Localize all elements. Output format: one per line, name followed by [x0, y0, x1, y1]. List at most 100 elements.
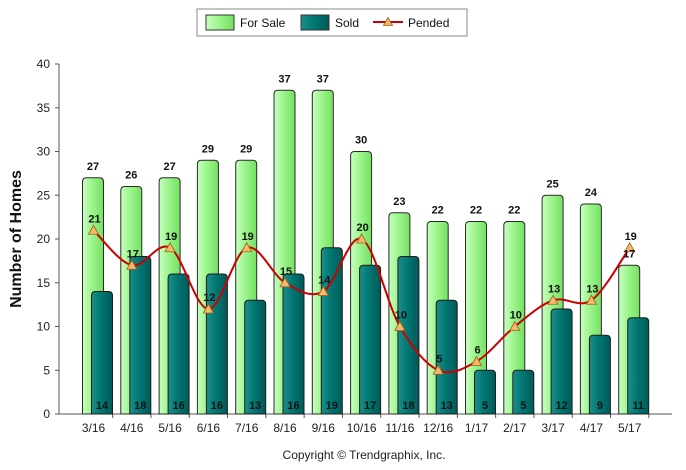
- x-tick-label: 3/17: [541, 421, 565, 435]
- data-label-for-sale: 30: [355, 135, 367, 147]
- bar-sold: [282, 273, 305, 415]
- pended-marker: [126, 259, 138, 270]
- pended-marker: [432, 364, 444, 375]
- x-tick-label: 4/16: [120, 421, 144, 435]
- data-label-for-sale: 26: [125, 170, 137, 182]
- pended-marker: [164, 241, 176, 253]
- y-tick-label: 35: [37, 101, 51, 115]
- bar-sold: [359, 264, 382, 415]
- x-tick-label: 7/16: [235, 421, 259, 435]
- data-label-for-sale: 23: [393, 196, 405, 208]
- labels-for-sale: 27 26 27 29 29 37 37 30 23 22 22 22 25 24 17: [87, 73, 635, 260]
- x-tick-label: 5/16: [158, 421, 182, 435]
- bar-sold: [550, 308, 573, 415]
- pended-marker: [624, 241, 636, 253]
- bar-sold: [474, 369, 496, 415]
- data-label-sold: 16: [287, 400, 299, 412]
- data-label-sold: 17: [364, 400, 376, 412]
- bar-sold: [244, 299, 267, 415]
- legend: For Sale Sold Pended: [196, 8, 468, 37]
- y-tick-label: 25: [37, 188, 51, 202]
- data-label-pended: 19: [242, 231, 254, 243]
- legend-marker-pended: [382, 16, 394, 26]
- data-label-sold: 5: [520, 400, 526, 412]
- pended-marker: [279, 276, 291, 288]
- labels-pended: 21 17 19 12 19 15 14 20 10 5 6 10 13 13 19: [88, 213, 636, 365]
- data-label-pended: 12: [203, 292, 215, 304]
- data-label-for-sale: 27: [87, 161, 99, 173]
- data-label-sold: 16: [172, 400, 184, 412]
- pended-marker: [202, 303, 215, 314]
- data-label-for-sale: 25: [546, 178, 558, 190]
- pended-series: [87, 224, 636, 375]
- data-label-pended: 6: [474, 345, 480, 357]
- x-tick-label: 8/16: [273, 421, 297, 435]
- data-label-sold: 19: [326, 400, 338, 412]
- x-tick-label: 2/17: [503, 421, 527, 435]
- data-label-for-sale: 22: [508, 205, 520, 217]
- bar-sold: [588, 334, 611, 415]
- bar-sold: [512, 369, 535, 415]
- y-ticks: 0 5 10 15 20 25 30 35 40: [37, 57, 59, 421]
- pended-marker: [241, 241, 253, 253]
- data-label-sold: 13: [249, 400, 261, 412]
- data-label-pended: 14: [318, 275, 331, 287]
- x-tick-label: 5/17: [618, 421, 642, 435]
- y-tick-label: 20: [37, 232, 51, 246]
- data-label-pended: 21: [88, 213, 100, 225]
- y-axis-label: Number of Homes: [8, 170, 25, 308]
- data-label-pended: 10: [510, 310, 522, 322]
- data-label-pended: 10: [395, 310, 407, 322]
- pended-marker: [470, 355, 483, 366]
- data-label-sold: 5: [482, 400, 488, 412]
- x-tick-label: 6/16: [197, 421, 221, 435]
- pended-marker: [87, 224, 100, 235]
- data-label-for-sale: 17: [623, 248, 635, 260]
- data-label-for-sale: 37: [317, 73, 329, 85]
- data-label-pended: 13: [548, 283, 560, 295]
- data-label-sold: 14: [96, 400, 109, 412]
- data-label-sold: 18: [402, 400, 414, 412]
- x-tick-label: 4/17: [580, 421, 604, 435]
- bar-sold: [129, 256, 152, 415]
- data-label-for-sale: 24: [585, 187, 598, 199]
- x-tick-label: 11/16: [385, 421, 414, 435]
- y-tick-label: 30: [37, 145, 51, 159]
- y-tick-label: 0: [43, 407, 50, 421]
- x-tick-label: 12/16: [423, 421, 453, 435]
- pended-marker: [394, 320, 406, 331]
- pended-marker: [509, 320, 521, 331]
- data-label-sold: 11: [632, 400, 644, 412]
- pended-marker: [585, 294, 598, 305]
- data-label-sold: 18: [134, 400, 146, 412]
- legend-label-sold: Sold: [335, 16, 359, 30]
- x-tick-label: 1/17: [465, 421, 489, 435]
- data-label-for-sale: 22: [432, 205, 444, 217]
- data-label-pended: 5: [436, 353, 442, 365]
- data-label-pended: 15: [280, 266, 292, 278]
- y-tick-label: 10: [37, 320, 51, 334]
- data-label-sold: 13: [441, 400, 453, 412]
- data-label-for-sale: 29: [240, 143, 252, 155]
- bar-sold: [167, 273, 190, 415]
- data-label-pended: 19: [625, 231, 637, 243]
- legend-label-pended: Pended: [408, 16, 449, 30]
- labels-sold: 14 18 16 16 13 16 19 17 18 13 5 5 12 9 11: [96, 400, 644, 412]
- x-tick-label: 10/16: [347, 421, 377, 435]
- x-tick-label: 9/16: [312, 421, 336, 435]
- data-label-pended: 19: [165, 231, 177, 243]
- bars-sold: [91, 247, 650, 415]
- bar-sold: [397, 256, 420, 415]
- legend-swatch-for-sale: [205, 14, 235, 31]
- bar-sold: [205, 273, 228, 415]
- copyright-text: Copyright © Trendgraphix, Inc.: [283, 448, 446, 462]
- pended-marker: [355, 233, 368, 244]
- bar-sold: [435, 299, 458, 415]
- data-label-pended: 20: [356, 222, 368, 234]
- bar-sold: [627, 317, 650, 415]
- y-tick-label: 15: [37, 276, 51, 290]
- pended-marker: [317, 285, 329, 296]
- legend-swatch-sold: [300, 14, 330, 31]
- data-label-for-sale: 29: [202, 143, 214, 155]
